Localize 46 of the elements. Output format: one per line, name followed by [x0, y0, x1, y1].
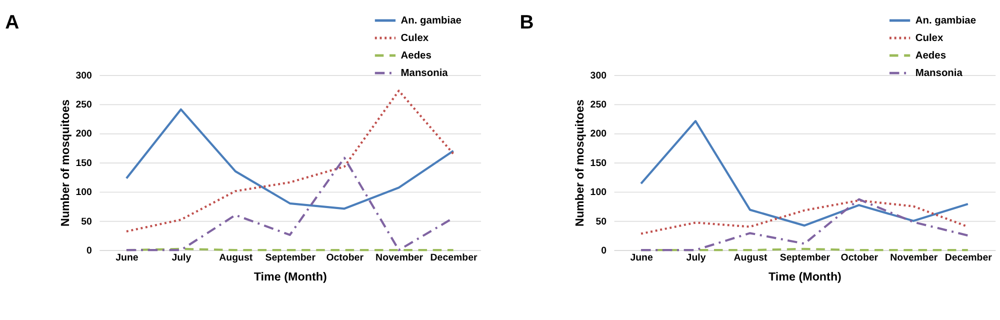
y-tick-label: 200 [76, 128, 92, 140]
x-tick-label: November [376, 252, 424, 264]
legend-label: An. gambiae [915, 15, 976, 26]
x-tick-label: June [630, 252, 654, 264]
x-tick-label: December [430, 252, 478, 264]
x-tick-label: December [944, 252, 992, 264]
x-axis-title: Time (Month) [254, 270, 327, 284]
x-axis-title: Time (Month) [768, 270, 842, 284]
x-tick-label: October [326, 252, 364, 264]
legend-label: Aedes [400, 50, 432, 62]
y-tick-label: 300 [590, 70, 607, 82]
x-tick-label: July [686, 252, 706, 264]
y-tick-label: 250 [76, 100, 92, 111]
y-tick-label: 300 [76, 70, 92, 82]
y-tick-label: 150 [590, 158, 607, 169]
y-tick-label: 0 [86, 245, 92, 256]
x-tick-label: August [219, 252, 254, 264]
y-tick-label: 250 [590, 100, 607, 111]
line-series [125, 108, 454, 210]
x-tick-label: July [172, 252, 192, 264]
x-tick-label: October [840, 252, 878, 264]
y-axis-title: Number of mosquitoes [573, 100, 586, 226]
legend-label: Mansonia [915, 68, 963, 79]
legend-label: Mansonia [400, 68, 448, 79]
x-tick-label: June [116, 252, 139, 264]
legend-label: Culex [915, 32, 944, 44]
line-series [640, 120, 969, 227]
y-tick-label: 100 [76, 187, 92, 198]
y-tick-label: 50 [596, 216, 607, 228]
y-tick-label: 50 [81, 216, 92, 228]
y-tick-label: 0 [601, 245, 607, 256]
line-series [640, 198, 969, 252]
x-tick-label: September [780, 252, 830, 264]
chart-title: A [5, 11, 20, 34]
x-tick-label: September [265, 252, 316, 264]
y-tick-label: 150 [76, 158, 92, 169]
legend-label: An. gambiae [400, 15, 462, 26]
y-axis-title: Number of mosquitoes [58, 100, 72, 226]
x-tick-label: November [890, 252, 938, 264]
x-tick-label: August [734, 252, 768, 264]
legend-label: Aedes [915, 50, 946, 62]
line-series [125, 90, 454, 232]
y-tick-label: 200 [590, 128, 607, 140]
legend-label: Culex [400, 32, 429, 44]
y-tick-label: 100 [590, 187, 607, 198]
chart-title: B [520, 11, 534, 34]
